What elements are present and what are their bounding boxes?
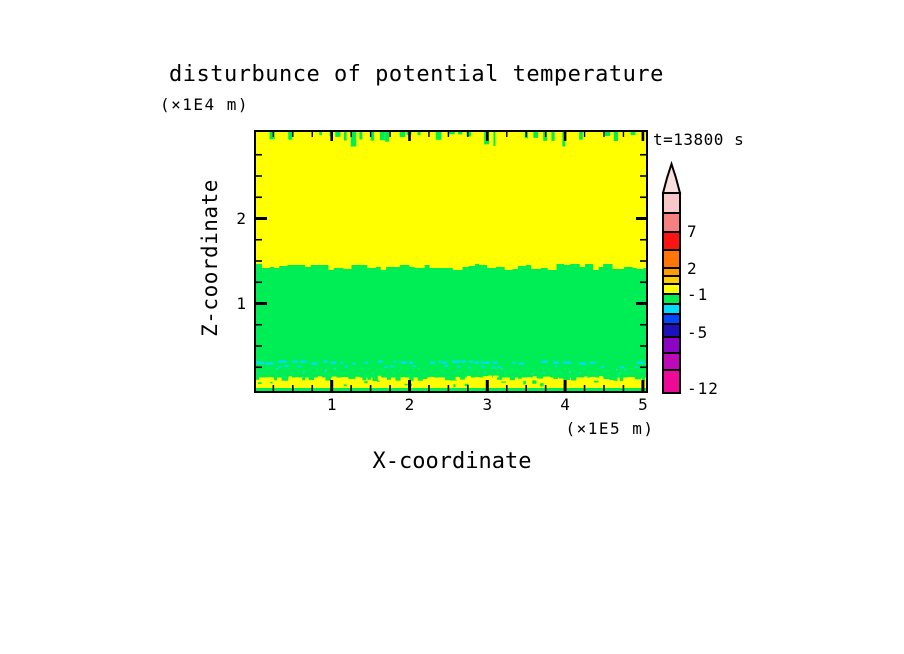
y-tick-label: 2	[236, 208, 246, 228]
x-axis-unit-label: (×1E5 m)	[565, 419, 655, 438]
figure-title: disturbunce of potential temperature	[169, 62, 664, 87]
y-axis-title: Z-coordinate	[198, 179, 222, 337]
colorbar-tick-label: -1	[687, 285, 709, 304]
x-tick-label: 1	[326, 395, 337, 414]
colorbar-tick-label: -12	[687, 379, 719, 398]
x-tick-label: 2	[404, 395, 415, 414]
y-tick-label: 1	[236, 293, 246, 313]
x-tick-label: 5	[638, 395, 648, 414]
time-label: t=13800 s	[653, 130, 745, 149]
x-tick-label: 4	[560, 395, 570, 414]
x-tick-label: 3	[482, 395, 493, 414]
contour-field	[256, 132, 646, 391]
y-axis-unit-label: (×1E4 m)	[160, 95, 250, 114]
colorbar-tick-label: 7	[687, 222, 698, 241]
colorbar	[661, 160, 682, 394]
colorbar-tick-label: -5	[687, 323, 709, 342]
colorbar-tick-label: 2	[687, 259, 698, 278]
plot-frame	[254, 130, 648, 393]
x-axis-title: X-coordinate	[372, 449, 532, 474]
